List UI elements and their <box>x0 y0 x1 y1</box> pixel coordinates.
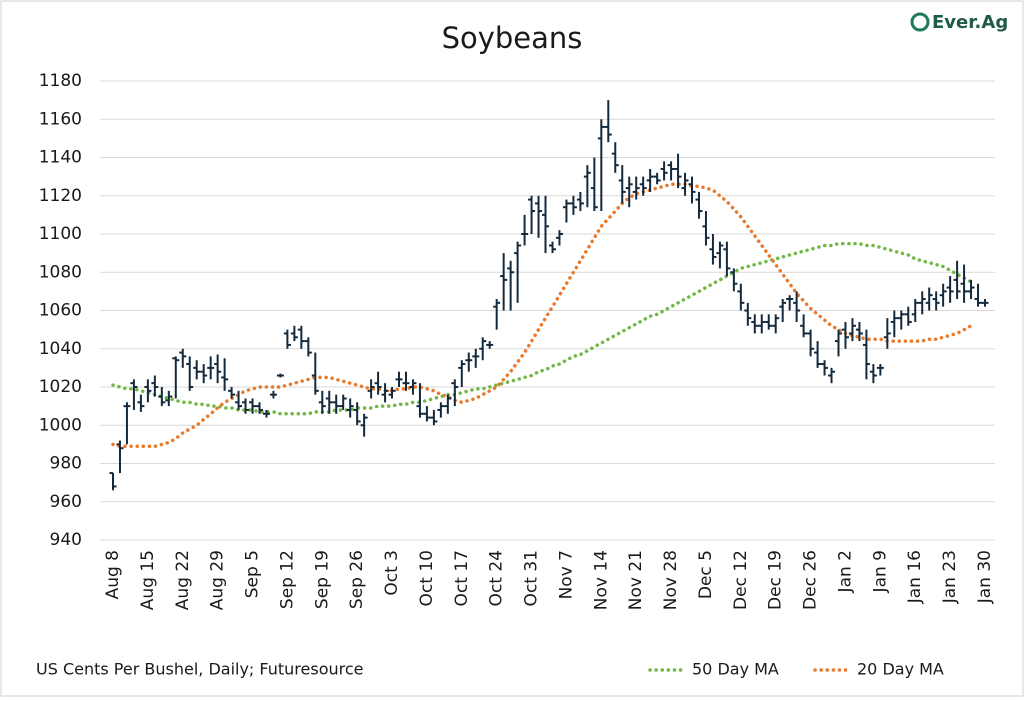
x-tick-label: Jan 23 <box>940 550 960 604</box>
y-tick-label: 1120 <box>39 186 82 206</box>
x-tick-label: Sep 19 <box>312 550 332 609</box>
x-tick-label: Dec 19 <box>766 550 786 610</box>
x-tick-label: Oct 24 <box>487 550 507 606</box>
x-tick-label: Oct 17 <box>452 550 472 606</box>
x-tick-label: Aug 29 <box>208 550 228 610</box>
x-tick-label: Jan 2 <box>835 550 855 593</box>
x-tick-label: Dec 5 <box>696 550 716 599</box>
y-tick-label: 1000 <box>39 415 82 435</box>
moving-average-line <box>111 241 973 416</box>
x-tick-label: Sep 12 <box>277 550 297 609</box>
x-tick-label: Sep 5 <box>243 550 263 598</box>
y-tick-label: 1060 <box>39 301 82 321</box>
x-tick-label: Nov 28 <box>661 550 681 610</box>
y-tick-label: 1100 <box>39 224 82 244</box>
x-tick-label: Sep 26 <box>347 550 367 609</box>
y-tick-label: 1140 <box>39 148 82 168</box>
x-tick-label: Jan 16 <box>905 550 925 604</box>
y-tick-label: 940 <box>50 530 82 550</box>
chart-title: Soybeans <box>442 21 583 55</box>
x-tick-label: Nov 14 <box>591 550 611 610</box>
x-tick-label: Oct 31 <box>522 550 542 606</box>
x-tick-label: Aug 8 <box>103 550 123 599</box>
legend-label: 50 Day MA <box>692 660 779 679</box>
x-tick-label: Nov 21 <box>626 550 646 610</box>
y-tick-label: 1040 <box>39 339 82 359</box>
y-tick-label: 1020 <box>39 377 82 397</box>
footnote: US Cents Per Bushel, Daily; Futuresource <box>36 660 364 679</box>
moving-average-line <box>111 182 973 449</box>
x-tick-label: Oct 3 <box>382 550 402 596</box>
legend-label: 20 Day MA <box>857 660 944 679</box>
logo: Ever.Ag <box>932 12 1008 33</box>
y-tick-label: 1180 <box>39 71 82 91</box>
x-tick-label: Dec 26 <box>801 550 821 610</box>
x-tick-label: Nov 7 <box>556 550 576 599</box>
y-tick-label: 1080 <box>39 262 82 282</box>
x-tick-label: Aug 22 <box>173 550 193 610</box>
x-tick-label: Aug 15 <box>138 550 158 610</box>
y-tick-label: 960 <box>50 492 82 512</box>
x-tick-label: Jan 30 <box>975 550 995 604</box>
y-tick-label: 1160 <box>39 109 82 129</box>
logo-icon <box>910 12 930 32</box>
x-tick-label: Dec 12 <box>731 550 751 610</box>
x-tick-label: Oct 10 <box>417 550 437 606</box>
x-tick-label: Jan 9 <box>870 550 890 593</box>
y-tick-label: 980 <box>50 454 82 474</box>
